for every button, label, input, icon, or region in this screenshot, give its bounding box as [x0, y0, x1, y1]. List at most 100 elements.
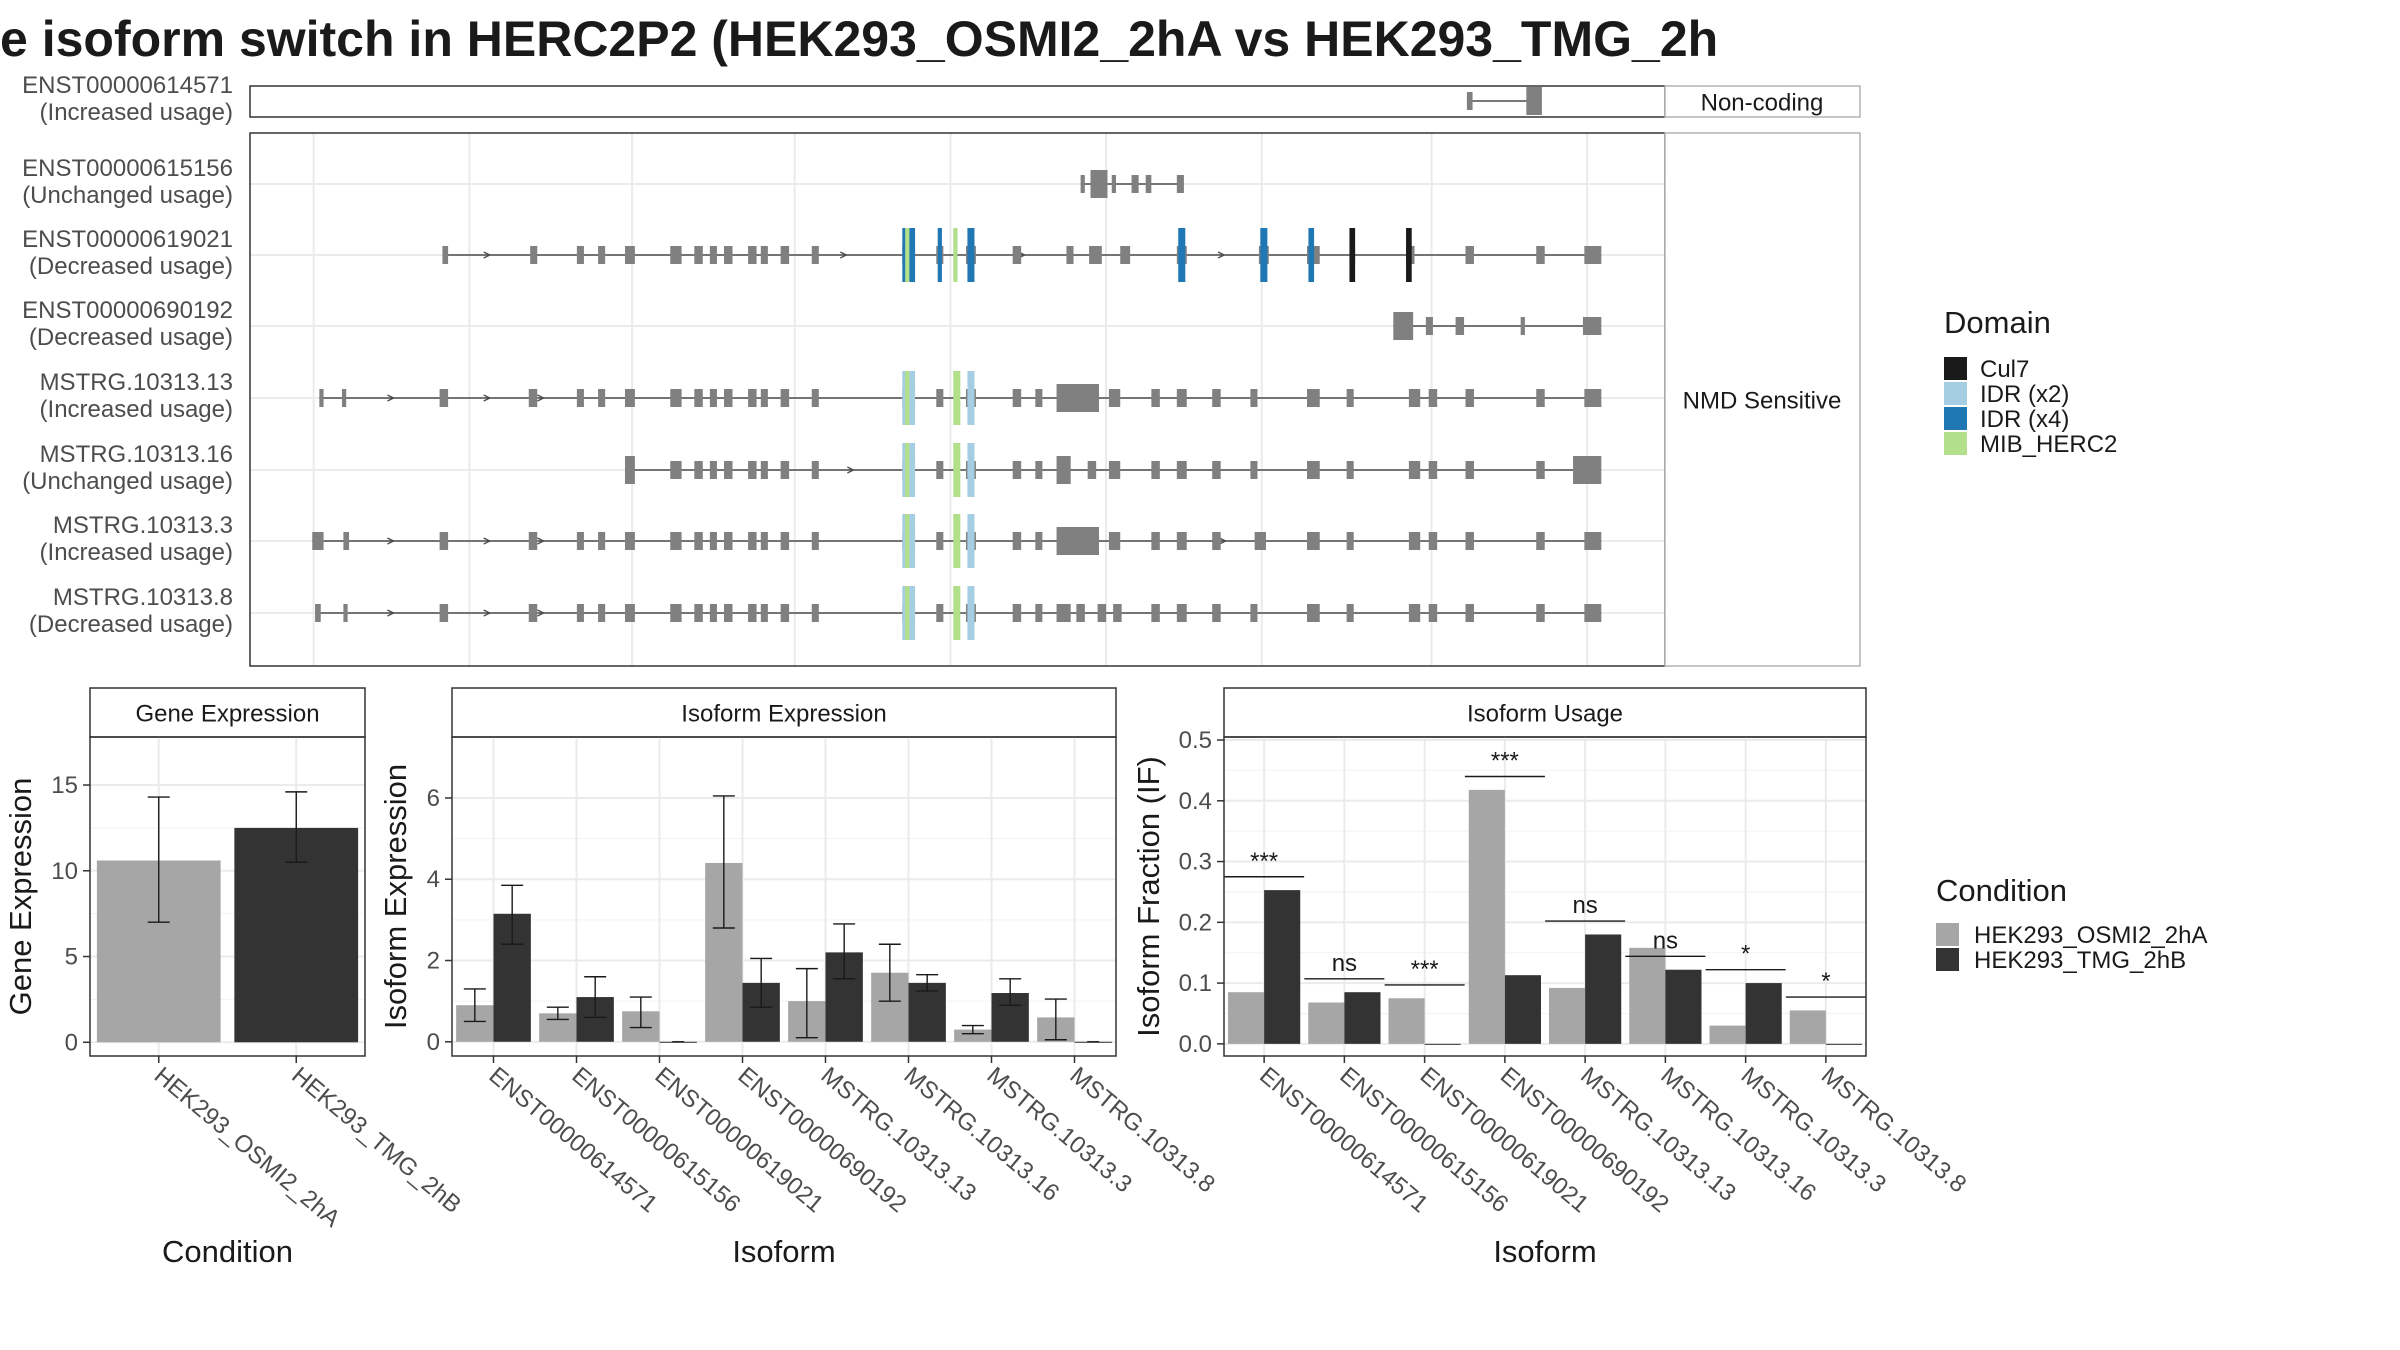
- exon: [780, 604, 790, 622]
- condition-legend-label: HEK293_TMG_2hB: [1974, 947, 2186, 974]
- exon: [319, 389, 324, 407]
- exon: [811, 389, 819, 407]
- transcript-usage-label: (Increased usage): [40, 539, 233, 566]
- bar: [1228, 992, 1265, 1044]
- exon: [1428, 604, 1438, 622]
- exon: [694, 604, 703, 622]
- exon: [1076, 604, 1085, 622]
- exon: [1097, 604, 1107, 622]
- x-axis-title: Isoform: [732, 1234, 835, 1269]
- domain-mark: [937, 228, 942, 282]
- exon: [724, 461, 733, 479]
- exon: [1408, 389, 1421, 407]
- transcript-label: MSTRG.10313.16: [40, 441, 233, 468]
- exon: [576, 604, 584, 622]
- transcript-usage-label: (Decreased usage): [29, 324, 233, 351]
- domain-mark: [1260, 228, 1268, 282]
- exon: [1393, 312, 1414, 340]
- domain-legend-label: Cul7: [1980, 356, 2029, 383]
- domain-mark: [953, 371, 961, 425]
- y-tick-label: 0.0: [1179, 1031, 1212, 1058]
- panel-background: [250, 86, 1665, 117]
- exon: [748, 604, 757, 622]
- exon: [670, 461, 682, 479]
- exon: [1526, 87, 1542, 115]
- exon: [1056, 456, 1071, 484]
- exon: [748, 246, 757, 264]
- bar: [908, 982, 946, 1042]
- exon: [780, 461, 790, 479]
- significance-label: ns: [1572, 892, 1597, 919]
- x-axis-title: Isoform: [1493, 1234, 1596, 1269]
- y-tick-label: 4: [427, 866, 440, 893]
- exon: [1346, 604, 1354, 622]
- transcript-usage-label: (Decreased usage): [29, 253, 233, 280]
- exon: [1466, 92, 1473, 110]
- transcript-usage-label: (Unchanged usage): [22, 182, 233, 209]
- strip-box: [1664, 85, 1861, 118]
- strand-arrow: [387, 609, 396, 617]
- y-tick-label: 0.2: [1179, 909, 1212, 936]
- y-axis-title: Gene Expression: [3, 778, 38, 1016]
- exon: [1056, 604, 1071, 622]
- bar: [1388, 998, 1425, 1044]
- exon: [936, 389, 944, 407]
- y-tick-label: 5: [65, 944, 78, 971]
- exon: [1408, 461, 1421, 479]
- exon: [1408, 604, 1421, 622]
- exon: [1408, 532, 1421, 550]
- strand-arrow: [387, 394, 396, 402]
- domain-legend-label: IDR (x4): [1980, 406, 2069, 433]
- transcript-label: ENST00000619021: [22, 226, 233, 253]
- y-axis-title: Isoform Expression: [378, 764, 413, 1029]
- significance-label: *: [1821, 968, 1830, 995]
- exon: [1465, 604, 1474, 622]
- domain-mark: [1178, 228, 1186, 282]
- exon: [1465, 389, 1474, 407]
- exon: [760, 246, 768, 264]
- exon: [780, 532, 790, 550]
- bar: [1629, 947, 1666, 1044]
- exon: [760, 461, 768, 479]
- exon: [528, 532, 538, 550]
- exon: [694, 389, 703, 407]
- exon: [811, 246, 819, 264]
- domain-mark: [967, 443, 975, 497]
- exon: [576, 389, 584, 407]
- exon: [1307, 389, 1320, 407]
- exon: [811, 604, 819, 622]
- domain-legend-key: [1944, 357, 1967, 380]
- transcript-label: MSTRG.10313.8: [53, 584, 233, 611]
- strand-arrow: [387, 537, 396, 545]
- domain-legend-label: MIB_HERC2: [1980, 431, 2117, 458]
- exon: [439, 389, 449, 407]
- exon: [1176, 461, 1187, 479]
- exon: [936, 461, 944, 479]
- transcript-label: MSTRG.10313.13: [40, 369, 233, 396]
- exon: [1307, 461, 1320, 479]
- strand-arrow: [847, 466, 855, 474]
- strand-arrow: [1217, 251, 1226, 259]
- exon: [1176, 175, 1184, 193]
- structure-panel-0: Non-coding ENST00000614571(Increased usag…: [22, 72, 1861, 126]
- transcript-row: MSTRG.10313.16(Unchanged usage): [22, 441, 1602, 497]
- bar: [1308, 1002, 1345, 1044]
- exon: [760, 532, 768, 550]
- exon: [576, 532, 584, 550]
- bar: [954, 1029, 992, 1042]
- exon: [1346, 532, 1354, 550]
- exon: [1307, 532, 1320, 550]
- exon: [439, 532, 449, 550]
- exon: [811, 532, 819, 550]
- exon: [724, 604, 733, 622]
- bar: [1745, 983, 1782, 1044]
- transcript-usage-label: (Decreased usage): [29, 611, 233, 638]
- strand-arrow: [537, 394, 546, 402]
- y-tick-label: 6: [427, 785, 440, 812]
- exon: [724, 532, 733, 550]
- exon: [1584, 532, 1602, 550]
- domain-mark: [905, 228, 910, 282]
- transcript-row: MSTRG.10313.3(Increased usage): [40, 512, 1602, 568]
